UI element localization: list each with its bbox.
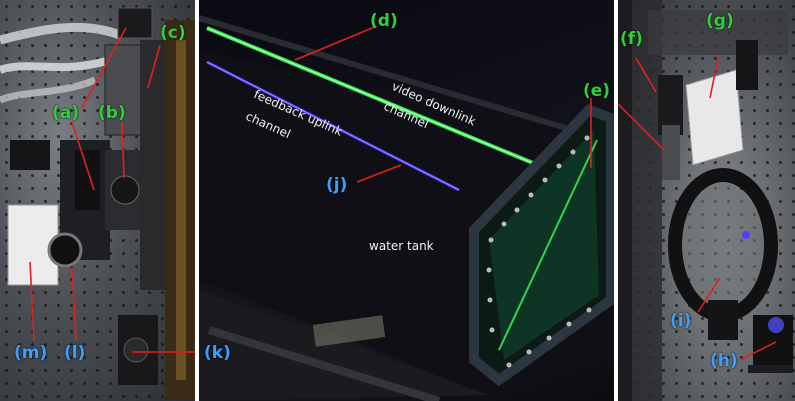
right-photo-drawing xyxy=(618,0,793,401)
label-i: (i) xyxy=(670,311,692,331)
label-k: (k) xyxy=(204,343,231,363)
label-e: (e) xyxy=(583,81,611,101)
caption-water-tank: water tank xyxy=(369,239,434,253)
water-tank-drawing xyxy=(199,15,614,401)
left-photo-drawing xyxy=(0,7,195,400)
label-g: (g) xyxy=(706,11,734,31)
label-a: (a) xyxy=(52,103,80,123)
label-h: (h) xyxy=(710,351,738,371)
label-m: (m) xyxy=(14,343,48,363)
middle-photo-panel: (d) (e) (j) video downlink channel feedb… xyxy=(199,0,614,401)
label-l: (l) xyxy=(64,343,86,363)
label-b: (b) xyxy=(98,103,126,123)
left-photo-panel: (a) (b) (c) (m) (l) xyxy=(0,0,195,401)
right-photo-panel: (f) (g) (i) (h) xyxy=(618,0,795,401)
label-f: (f) xyxy=(620,29,643,49)
label-j: (j) xyxy=(326,175,348,195)
label-d: (d) xyxy=(370,11,398,31)
label-c: (c) xyxy=(160,23,186,43)
